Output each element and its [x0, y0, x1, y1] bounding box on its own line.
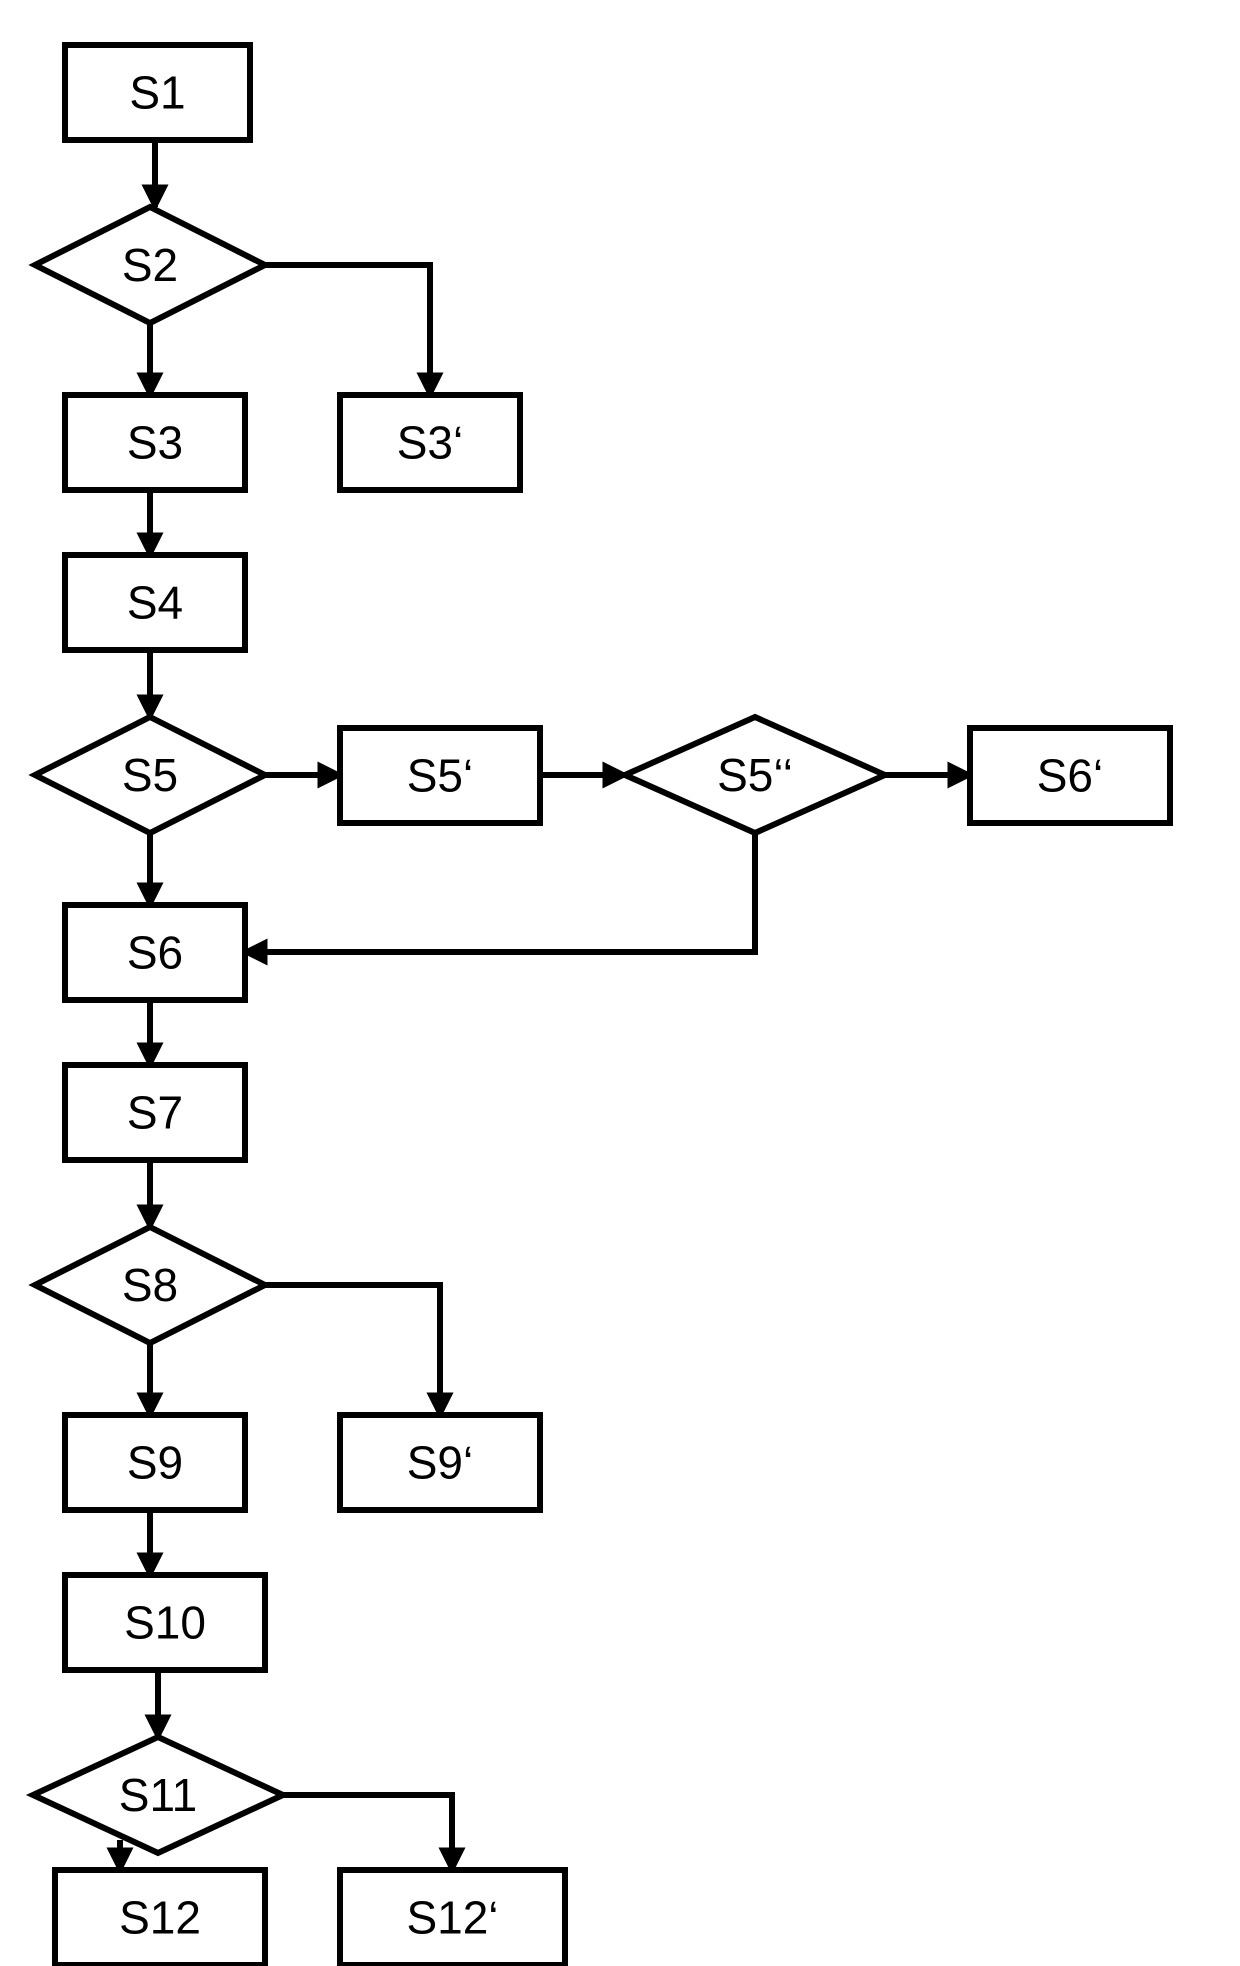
node-S12: S12 — [55, 1870, 265, 1965]
node-S3p: S3‘ — [340, 395, 520, 490]
node-label-S10: S10 — [124, 1597, 206, 1649]
node-S8: S8 — [35, 1227, 265, 1343]
node-S6p: S6‘ — [970, 728, 1170, 823]
node-S9: S9 — [65, 1415, 245, 1510]
node-S5: S5 — [35, 717, 265, 833]
node-S5p: S5‘ — [340, 728, 540, 823]
node-label-S1: S1 — [129, 67, 185, 119]
node-label-S5: S5 — [122, 749, 178, 801]
node-S7: S7 — [65, 1065, 245, 1160]
node-label-S12p: S12‘ — [406, 1892, 498, 1944]
node-label-S6: S6 — [127, 927, 183, 979]
node-S4: S4 — [65, 555, 245, 650]
node-label-S6p: S6‘ — [1037, 750, 1103, 802]
node-S2: S2 — [35, 207, 265, 323]
node-label-S4: S4 — [127, 577, 183, 629]
edge-S2-S3p — [265, 265, 430, 395]
nodes-layer: S1 S2 S3 S3‘ S4 S5 S5‘ S5‘‘ S6‘ S6 S7 S8 S9 S9‘ S10 S11… — [33, 45, 1170, 1965]
node-S12p: S12‘ — [340, 1870, 565, 1965]
edge-S8-S9p — [265, 1285, 440, 1415]
node-label-S3: S3 — [127, 417, 183, 469]
node-label-S12: S12 — [119, 1892, 201, 1944]
node-S10: S10 — [65, 1575, 265, 1670]
node-label-S7: S7 — [127, 1087, 183, 1139]
edge-S5pp-S6 — [245, 833, 755, 952]
node-label-S5pp: S5‘‘ — [717, 749, 793, 801]
node-S9p: S9‘ — [340, 1415, 540, 1510]
node-label-S11: S11 — [119, 1769, 197, 1821]
node-label-S8: S8 — [122, 1259, 178, 1311]
edge-S11-S12p — [283, 1795, 452, 1870]
node-S5pp: S5‘‘ — [625, 717, 885, 833]
node-label-S9p: S9‘ — [407, 1437, 473, 1489]
node-S1: S1 — [65, 45, 250, 140]
node-S11: S11 — [33, 1737, 283, 1853]
node-label-S3p: S3‘ — [397, 417, 463, 469]
node-S3: S3 — [65, 395, 245, 490]
node-label-S9: S9 — [127, 1437, 183, 1489]
node-label-S5p: S5‘ — [407, 750, 473, 802]
node-S6: S6 — [65, 905, 245, 1000]
flowchart-canvas: S1 S2 S3 S3‘ S4 S5 S5‘ S5‘‘ S6‘ S6 S7 S8 S9 S9‘ S10 S11… — [0, 0, 1240, 1966]
node-label-S2: S2 — [122, 239, 178, 291]
